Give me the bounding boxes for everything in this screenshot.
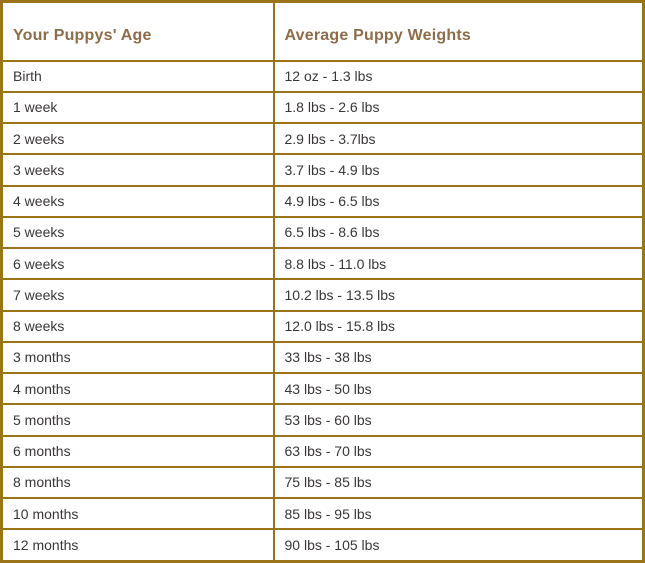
age-cell: 6 weeks	[0, 246, 275, 281]
weight-cell: 63 lbs - 70 lbs	[272, 434, 645, 468]
age-cell: 3 weeks	[0, 153, 275, 187]
weight-cell: 10.2 lbs - 13.5 lbs	[272, 278, 645, 312]
weight-cell: 90 lbs - 105 lbs	[272, 528, 645, 563]
weight-cell: 53 lbs - 60 lbs	[272, 403, 645, 437]
age-cell: 7 weeks	[0, 278, 275, 312]
age-cell: 4 months	[0, 371, 275, 406]
table-row: 7 weeks 10.2 lbs - 13.5 lbs	[0, 278, 645, 312]
weight-cell: 4.9 lbs - 6.5 lbs	[272, 184, 645, 218]
weight-cell: 75 lbs - 85 lbs	[272, 465, 645, 500]
weight-cell: 12.0 lbs - 15.8 lbs	[272, 309, 645, 343]
age-cell: 6 months	[0, 434, 275, 468]
table-row: 2 weeks 2.9 lbs - 3.7lbs	[0, 121, 645, 156]
weight-cell: 43 lbs - 50 lbs	[272, 371, 645, 406]
table-body: Birth 12 oz - 1.3 lbs 1 week 1.8 lbs - 2…	[0, 59, 645, 563]
weight-cell: 3.7 lbs - 4.9 lbs	[272, 153, 645, 187]
age-cell: 12 months	[0, 528, 275, 563]
weight-cell: 6.5 lbs - 8.6 lbs	[272, 215, 645, 250]
age-cell: 4 weeks	[0, 184, 275, 218]
age-cell: 10 months	[0, 496, 275, 531]
weight-cell: 85 lbs - 95 lbs	[272, 496, 645, 531]
age-cell: Birth	[0, 59, 275, 93]
age-cell: 8 weeks	[0, 309, 275, 343]
table-row: 6 weeks 8.8 lbs - 11.0 lbs	[0, 246, 645, 281]
age-cell: 5 months	[0, 403, 275, 437]
table-row: 4 months 43 lbs - 50 lbs	[0, 371, 645, 406]
table-row: 1 week 1.8 lbs - 2.6 lbs	[0, 90, 645, 125]
column-header-weight: Average Puppy Weights	[272, 0, 645, 62]
table-row: 8 weeks 12.0 lbs - 15.8 lbs	[0, 309, 645, 343]
header-row: Your Puppys' Age Average Puppy Weights	[0, 0, 645, 62]
age-cell: 2 weeks	[0, 121, 275, 156]
weight-cell: 33 lbs - 38 lbs	[272, 340, 645, 375]
weight-cell: 12 oz - 1.3 lbs	[272, 59, 645, 93]
table-row: 5 months 53 lbs - 60 lbs	[0, 403, 645, 437]
table-row: 5 weeks 6.5 lbs - 8.6 lbs	[0, 215, 645, 250]
age-cell: 8 months	[0, 465, 275, 500]
table-row: 8 months 75 lbs - 85 lbs	[0, 465, 645, 500]
table-row: Birth 12 oz - 1.3 lbs	[0, 59, 645, 93]
table-row: 10 months 85 lbs - 95 lbs	[0, 496, 645, 531]
age-cell: 3 months	[0, 340, 275, 375]
table-row: 4 weeks 4.9 lbs - 6.5 lbs	[0, 184, 645, 218]
table-row: 3 weeks 3.7 lbs - 4.9 lbs	[0, 153, 645, 187]
age-cell: 1 week	[0, 90, 275, 125]
table-row: 12 months 90 lbs - 105 lbs	[0, 528, 645, 563]
weight-cell: 2.9 lbs - 3.7lbs	[272, 121, 645, 156]
weight-cell: 8.8 lbs - 11.0 lbs	[272, 246, 645, 281]
table-row: 3 months 33 lbs - 38 lbs	[0, 340, 645, 375]
age-cell: 5 weeks	[0, 215, 275, 250]
column-header-age: Your Puppys' Age	[0, 0, 275, 62]
table-row: 6 months 63 lbs - 70 lbs	[0, 434, 645, 468]
weight-cell: 1.8 lbs - 2.6 lbs	[272, 90, 645, 125]
